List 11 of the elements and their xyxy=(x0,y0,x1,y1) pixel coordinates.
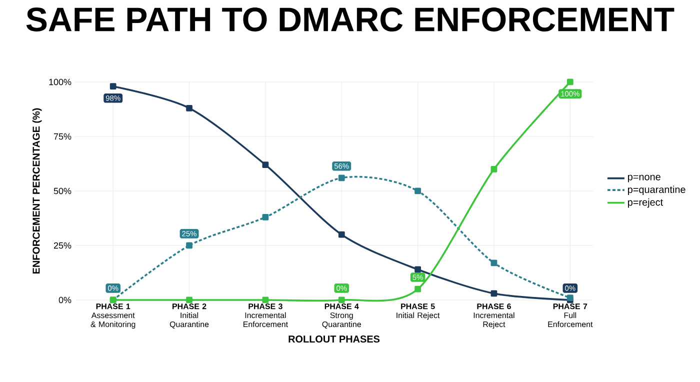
y-tick-label: 25% xyxy=(54,242,72,249)
y-axis-title: ENFORCEMENT PERCENTAGE (%) xyxy=(32,108,42,274)
legend-label: p=none xyxy=(628,174,660,182)
y-tick-label: 100% xyxy=(49,78,72,86)
legend-label: p=reject xyxy=(628,198,663,208)
chart-title: SAFE PATH TO DMARC ENFORCEMENT xyxy=(26,8,674,32)
x-axis-title: ROLLOUT PHASES xyxy=(288,336,380,343)
y-tick-label: 0% xyxy=(58,296,72,304)
y-tick-label: 75% xyxy=(54,133,72,140)
legend-label: p=quarantine xyxy=(628,186,686,195)
y-tick-label: 50% xyxy=(54,188,72,194)
